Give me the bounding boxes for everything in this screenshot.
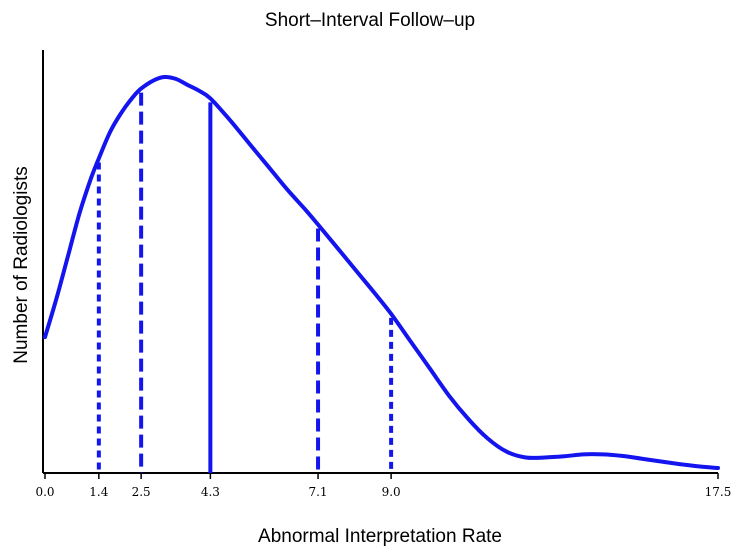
x-ticks: 0.0 1.4 2.5 4.3 7.1 9.0 17.5 — [35, 473, 731, 499]
x-tick-label: 1.4 — [89, 485, 108, 499]
density-curve — [43, 74, 720, 470]
y-axis-label: Number of Radiologists — [11, 166, 32, 363]
x-tick-label: 2.5 — [132, 485, 151, 499]
x-tick-label: 7.1 — [308, 485, 327, 499]
x-tick-label: 0.0 — [35, 485, 54, 499]
reference-lines — [96, 92, 394, 473]
x-tick-label: 17.5 — [705, 485, 732, 499]
chart-title: Short–Interval Follow–up — [265, 10, 475, 31]
x-tick-label: 9.0 — [382, 485, 401, 499]
x-tick-label: 4.3 — [201, 485, 220, 499]
x-axis-label: Abnormal Interpretation Rate — [258, 526, 502, 547]
